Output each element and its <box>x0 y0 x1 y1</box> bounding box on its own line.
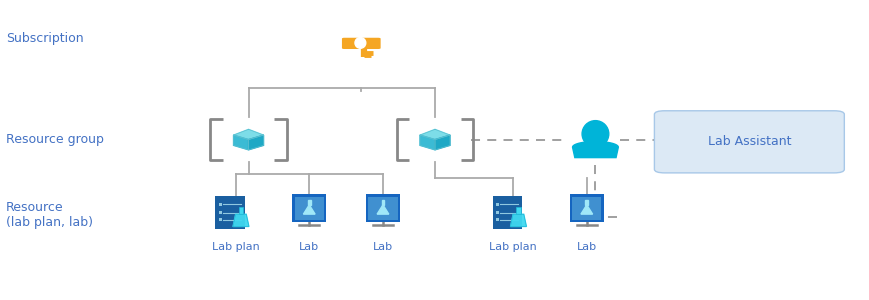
FancyBboxPatch shape <box>219 203 222 206</box>
Text: Resource
(lab plan, lab): Resource (lab plan, lab) <box>6 201 93 230</box>
FancyBboxPatch shape <box>653 111 843 173</box>
Text: Lab: Lab <box>299 242 319 252</box>
Ellipse shape <box>581 121 608 147</box>
Polygon shape <box>585 200 587 205</box>
Polygon shape <box>510 214 526 226</box>
Text: Subscription: Subscription <box>6 32 83 45</box>
Polygon shape <box>233 214 249 226</box>
FancyBboxPatch shape <box>368 197 397 220</box>
FancyBboxPatch shape <box>496 218 499 221</box>
FancyBboxPatch shape <box>572 197 600 220</box>
FancyBboxPatch shape <box>366 194 400 222</box>
FancyBboxPatch shape <box>239 207 242 214</box>
FancyBboxPatch shape <box>215 196 244 229</box>
Polygon shape <box>308 200 310 205</box>
FancyBboxPatch shape <box>295 197 323 220</box>
Ellipse shape <box>355 38 365 48</box>
Polygon shape <box>376 205 388 214</box>
Polygon shape <box>420 135 434 150</box>
Polygon shape <box>233 129 263 140</box>
FancyBboxPatch shape <box>569 194 603 222</box>
Text: Lab plan: Lab plan <box>211 242 259 252</box>
Polygon shape <box>420 129 449 140</box>
FancyBboxPatch shape <box>292 194 326 222</box>
Polygon shape <box>233 135 249 150</box>
FancyBboxPatch shape <box>342 38 381 49</box>
Text: Lab plan: Lab plan <box>488 242 536 252</box>
Text: Lab Assistant: Lab Assistant <box>706 135 790 148</box>
Polygon shape <box>434 135 449 150</box>
Text: Resource group: Resource group <box>6 133 103 146</box>
Polygon shape <box>303 205 315 214</box>
Polygon shape <box>381 200 384 205</box>
FancyBboxPatch shape <box>219 218 222 221</box>
Polygon shape <box>572 142 618 158</box>
FancyBboxPatch shape <box>496 203 499 206</box>
Text: Lab: Lab <box>576 242 596 252</box>
FancyBboxPatch shape <box>492 196 521 229</box>
Polygon shape <box>580 205 592 214</box>
Text: Lab: Lab <box>373 242 393 252</box>
FancyBboxPatch shape <box>219 211 222 214</box>
Polygon shape <box>249 135 263 150</box>
FancyBboxPatch shape <box>516 207 520 214</box>
FancyBboxPatch shape <box>496 211 499 214</box>
